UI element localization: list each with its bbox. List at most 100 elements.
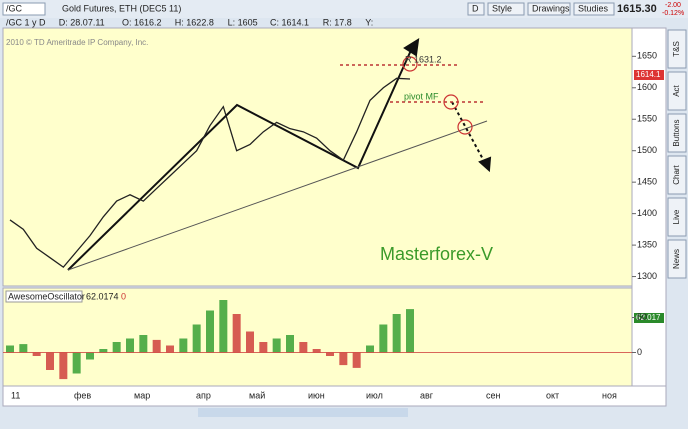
- osc-bar: [299, 342, 308, 353]
- x-axis: [2, 385, 667, 407]
- toolbar-button[interactable]: [467, 2, 485, 16]
- x-label: май: [249, 390, 265, 400]
- y-tick-label: 1600: [637, 82, 657, 92]
- toolbar-button-label: Drawings: [532, 3, 570, 13]
- r-label: R 1631.2: [405, 54, 442, 64]
- info-item: /GC 1 y D: [6, 17, 46, 27]
- osc-bar: [259, 342, 268, 353]
- y-tick-label: 1350: [637, 239, 657, 249]
- watermark: Masterforex-V: [380, 244, 493, 264]
- x-label: сен: [486, 390, 501, 400]
- osc-bar: [86, 352, 94, 360]
- x-label: фев: [74, 390, 91, 400]
- osc-bar: [339, 352, 348, 366]
- osc-bar: [206, 310, 214, 353]
- osc-title: AwesomeOscillator: [8, 291, 85, 301]
- info-item: O: 1616.2: [122, 17, 162, 27]
- x-label: авг: [420, 390, 434, 400]
- osc-bar: [19, 344, 28, 353]
- side-tab-label: Chart: [672, 164, 681, 184]
- osc-bar: [32, 352, 41, 356]
- osc-bar: [6, 345, 14, 353]
- y-tick-label: 1550: [637, 114, 657, 124]
- scrollbar[interactable]: [198, 408, 408, 417]
- price-line: [9, 77, 411, 268]
- toolbar-button[interactable]: [573, 2, 615, 16]
- side-tab-label: T&S: [672, 41, 681, 57]
- toolbar-button-label: D: [472, 3, 479, 13]
- last-label: 1614.1: [636, 70, 661, 79]
- x-label: ноя: [602, 390, 617, 400]
- side-tab-label: Buttons: [672, 119, 681, 146]
- symbol-box[interactable]: [2, 2, 46, 16]
- osc-bar: [99, 349, 108, 353]
- side-tab-label: Live: [672, 209, 681, 224]
- pivot-label: pivot MF: [404, 91, 439, 101]
- osc-bar: [219, 300, 228, 353]
- side-tab[interactable]: [667, 113, 687, 153]
- y-tick-label: 1400: [637, 208, 657, 218]
- change: -2.00: [665, 2, 681, 9]
- x-label: июн: [308, 390, 325, 400]
- x-label: окт: [546, 390, 559, 400]
- side-tab[interactable]: [667, 155, 687, 195]
- osc-value: 62.0174: [86, 291, 119, 301]
- osc-bar: [406, 309, 414, 353]
- osc-bar: [179, 338, 188, 353]
- osc-bar: [379, 324, 388, 353]
- osc-axis-label: 62.017: [636, 313, 661, 322]
- side-tab[interactable]: [667, 197, 687, 237]
- price-panel: [2, 27, 633, 287]
- osc-bar: [152, 339, 161, 353]
- toolbar-button[interactable]: [527, 2, 571, 16]
- osc-bar: [112, 342, 121, 353]
- y-tick-label: 50: [637, 312, 647, 322]
- info-item: L: 1605: [228, 17, 258, 27]
- toolbar-button-label: Studies: [578, 3, 609, 13]
- osc-panel: [2, 287, 633, 387]
- osc-zero: 0: [121, 291, 126, 301]
- side-tab[interactable]: [667, 29, 687, 69]
- osc-bar: [366, 345, 374, 353]
- y-tick-label: 1500: [637, 145, 657, 155]
- info-item: H: 1622.8: [175, 17, 214, 27]
- toolbar-button[interactable]: [487, 2, 525, 16]
- change-pct: -0.12%: [662, 10, 684, 17]
- osc-bar: [192, 324, 201, 353]
- osc-bar: [166, 345, 174, 353]
- osc-bar: [126, 338, 134, 353]
- osc-bar: [46, 352, 54, 370]
- info-item: Y:: [365, 17, 373, 27]
- last-price: 1615.30: [617, 3, 657, 15]
- side-tab[interactable]: [667, 239, 687, 279]
- osc-bar: [72, 352, 81, 374]
- y-tick-label: 1450: [637, 177, 657, 187]
- drawings: [67, 38, 492, 271]
- osc-bar: [272, 338, 281, 353]
- y-tick-label: 1650: [637, 51, 657, 61]
- description: Gold Futures, ETH (DEC5 11): [62, 3, 181, 13]
- x-label: мар: [134, 390, 150, 400]
- side-tab-label: Act: [672, 84, 681, 96]
- side-tab-label: News: [672, 249, 681, 269]
- copyright: 2010 © TD Ameritrade IP Company, Inc.: [6, 38, 148, 47]
- osc-box: [634, 313, 664, 323]
- osc-bar: [312, 349, 321, 353]
- toolbar-button-label: Style: [492, 3, 512, 13]
- osc-bar: [352, 352, 361, 368]
- info-item: C: 1614.1: [270, 17, 309, 27]
- info-item: D: 28.07.11: [59, 17, 105, 27]
- side-tab[interactable]: [667, 71, 687, 111]
- osc-bar: [326, 352, 334, 356]
- osc-bar: [286, 335, 294, 353]
- y-axis: [631, 27, 667, 387]
- osc-bar: [59, 352, 68, 380]
- osc-title-box[interactable]: [5, 290, 83, 303]
- osc-bar: [232, 314, 241, 353]
- x-label: 11: [11, 390, 20, 400]
- osc-bar: [246, 331, 254, 353]
- osc-bar: [392, 314, 401, 353]
- x-label: апр: [196, 390, 211, 400]
- y-tick-label: 0: [637, 347, 642, 357]
